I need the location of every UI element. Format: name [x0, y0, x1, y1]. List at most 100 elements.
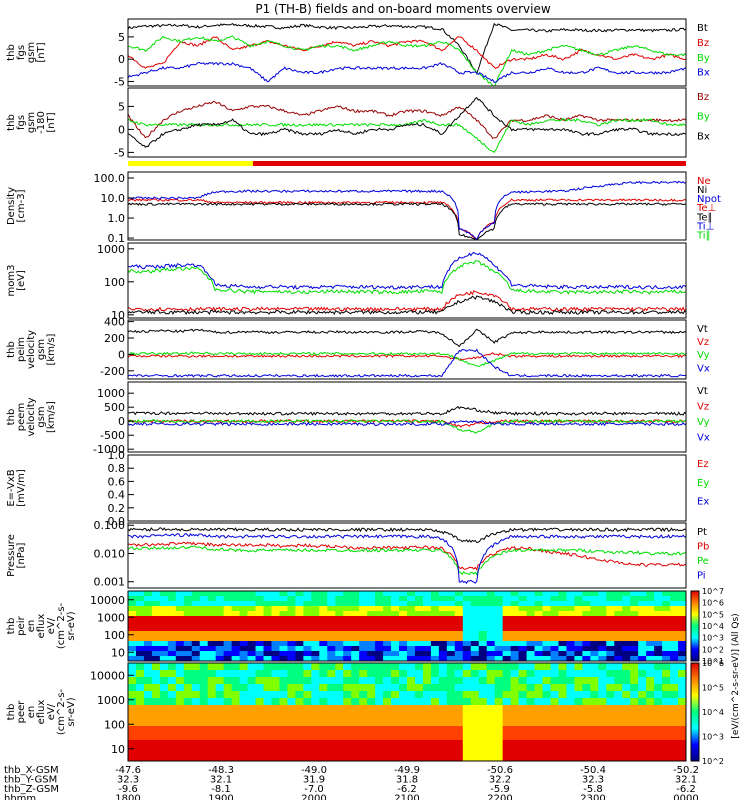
heatmap-cell [430, 705, 440, 713]
heatmap-cell [255, 663, 265, 671]
heatmap-cell [191, 740, 201, 748]
heatmap-cell [542, 726, 552, 734]
heatmap-cell [351, 601, 360, 607]
heatmap-cell [438, 636, 448, 642]
heatmap-cell [614, 646, 623, 652]
heatmap-cell [574, 733, 583, 741]
heatmap-cell [630, 646, 639, 652]
y-tick-label: 100 [104, 718, 125, 731]
heatmap-cell [175, 641, 185, 647]
heatmap-cell [638, 754, 647, 761]
heatmap-cell [582, 646, 591, 652]
y-tick-label: 200 [104, 332, 125, 345]
heatmap-cell [207, 651, 217, 657]
heatmap-cell [255, 621, 265, 627]
heatmap-cell [566, 670, 575, 678]
heatmap-cell [327, 631, 336, 637]
heatmap-cell [391, 621, 400, 627]
heatmap-cell [287, 726, 296, 734]
x-row-label: thb_X-GSM [4, 765, 59, 776]
heatmap-cell [128, 726, 137, 734]
y-tick-label: 10.0 [101, 192, 126, 205]
heatmap-cell [510, 754, 520, 761]
series-By [128, 35, 686, 86]
heatmap-cell [343, 740, 352, 748]
heatmap-cell [510, 606, 520, 612]
heatmap-cell [462, 596, 472, 602]
heatmap-cell [183, 626, 193, 632]
heatmap-cell [303, 719, 312, 727]
heatmap-cell [606, 719, 615, 727]
heatmap-cell [638, 712, 647, 720]
heatmap-cell [446, 646, 456, 652]
heatmap-cell [191, 754, 201, 761]
heatmap-cell [430, 684, 440, 692]
y-label-line: gsm [36, 339, 47, 360]
heatmap-cell [128, 656, 137, 661]
heatmap-cell [247, 636, 257, 642]
heatmap-cell [422, 698, 432, 706]
heatmap-cell [550, 636, 560, 642]
heatmap-cell [654, 663, 663, 671]
heatmap-cell [598, 677, 607, 685]
heatmap-cell [167, 698, 177, 706]
legend-entry: Bz [697, 92, 709, 103]
heatmap-cell [367, 641, 376, 647]
heatmap-cell [271, 596, 281, 602]
heatmap-cell [391, 754, 400, 761]
colorbar-tick: 10^5 [702, 684, 724, 693]
heatmap-cell [295, 656, 304, 661]
heatmap-cell [622, 684, 631, 692]
heatmap-cell [446, 670, 456, 678]
heatmap-cell [518, 601, 528, 607]
heatmap-cell [263, 747, 273, 755]
y-tick-label: 0.100 [94, 519, 126, 532]
heatmap-cell [375, 726, 384, 734]
heatmap-cell [255, 719, 265, 727]
heatmap-cell [239, 691, 249, 699]
heatmap-cell [454, 646, 464, 652]
heatmap-cell [414, 691, 424, 699]
heatmap-cell [614, 596, 623, 602]
heatmap-cell [662, 733, 671, 741]
heatmap-cell [359, 712, 368, 720]
heatmap-cell [622, 651, 631, 657]
heatmap-cell [279, 726, 289, 734]
heatmap-cell [223, 611, 233, 617]
heatmap-cell [295, 646, 304, 652]
heatmap-cell [167, 641, 177, 647]
heatmap-cell [646, 684, 655, 692]
heatmap-cell [303, 726, 312, 734]
heatmap-cell [335, 705, 344, 713]
heatmap-cell [295, 754, 304, 761]
heatmap-cell [662, 651, 671, 657]
heatmap-cell [542, 631, 552, 637]
heatmap-cell [335, 636, 344, 642]
heatmap-cell [622, 719, 631, 727]
heatmap-cell [510, 636, 520, 642]
y-label-line: [nT] [46, 112, 57, 132]
heatmap-cell [486, 712, 496, 720]
heatmap-cell [375, 684, 384, 692]
heatmap-cell [494, 651, 504, 657]
heatmap-cell [295, 670, 304, 678]
heatmap-cell [391, 684, 400, 692]
heatmap-cell [383, 698, 392, 706]
heatmap-cell [319, 712, 328, 720]
heatmap-cell [638, 611, 647, 617]
heatmap-cell [159, 740, 169, 748]
heatmap-cell [638, 631, 647, 637]
heatmap-cell [359, 601, 368, 607]
heatmap-cell [303, 712, 312, 720]
heatmap-cell [478, 601, 488, 607]
y-tick-label: 10000 [90, 594, 125, 607]
heatmap-cell [494, 631, 504, 637]
heatmap-cell [518, 656, 528, 661]
heatmap-cell [670, 684, 679, 692]
heatmap-cell [175, 621, 185, 627]
heatmap-cell [638, 596, 647, 602]
heatmap-cell [351, 663, 360, 671]
heatmap-cell [351, 712, 360, 720]
heatmap-cell [678, 698, 686, 706]
